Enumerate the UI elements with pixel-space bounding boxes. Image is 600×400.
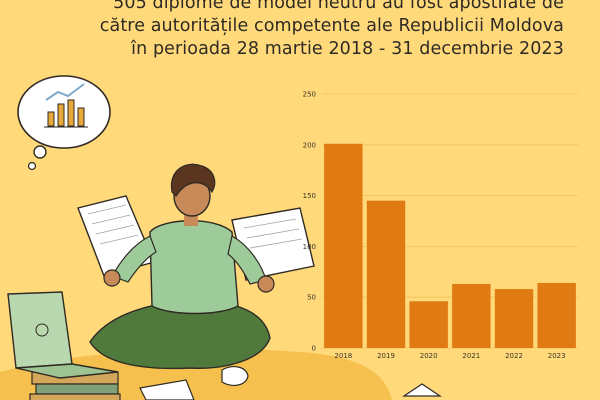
x-tick-label: 2022 xyxy=(505,352,523,360)
y-tick-label: 50 xyxy=(307,294,316,302)
headline-line-1: 505 diplome de model neutru au fost apos… xyxy=(113,0,564,13)
x-tick-label: 2019 xyxy=(377,352,395,360)
bar-chart: 0 50 100 150 200 250 2018 2019 2020 2021 2022 2023 xyxy=(303,91,578,360)
y-tick-label: 100 xyxy=(303,243,316,251)
laptop-screen xyxy=(7,291,73,369)
bar xyxy=(324,143,363,348)
paper-boat xyxy=(402,383,442,397)
hair xyxy=(170,163,216,197)
laptop-base xyxy=(15,363,119,379)
y-tick-label: 0 xyxy=(312,345,316,353)
headline-line-3: în perioada 28 martie 2018 - 31 decembri… xyxy=(131,39,564,59)
torso xyxy=(149,220,239,315)
y-axis-tick-labels: 0 50 100 150 200 250 xyxy=(303,91,316,353)
thought-bubble xyxy=(17,75,111,171)
x-tick-label: 2021 xyxy=(462,352,480,360)
x-tick-label: 2018 xyxy=(334,352,352,360)
bar xyxy=(452,283,491,348)
headline: 505 diplome de model neutru au fost apos… xyxy=(84,0,564,61)
bar xyxy=(537,282,576,348)
y-tick-label: 150 xyxy=(303,192,316,200)
chart-icon xyxy=(44,83,88,128)
bar xyxy=(409,301,448,348)
x-axis-tick-labels: 2018 2019 2020 2021 2022 2023 xyxy=(334,352,565,360)
y-tick-label: 250 xyxy=(303,91,316,99)
illustration xyxy=(0,75,442,400)
person xyxy=(89,163,275,386)
x-tick-label: 2023 xyxy=(548,352,566,360)
bar xyxy=(494,289,534,348)
gridlines xyxy=(322,93,578,349)
headline-line-2: către autoritățile competente ale Republ… xyxy=(99,16,564,36)
laptop-and-books xyxy=(7,291,121,400)
y-tick-label: 200 xyxy=(303,141,316,149)
x-tick-label: 2020 xyxy=(420,352,438,360)
bar xyxy=(366,200,406,348)
bars xyxy=(324,143,576,348)
